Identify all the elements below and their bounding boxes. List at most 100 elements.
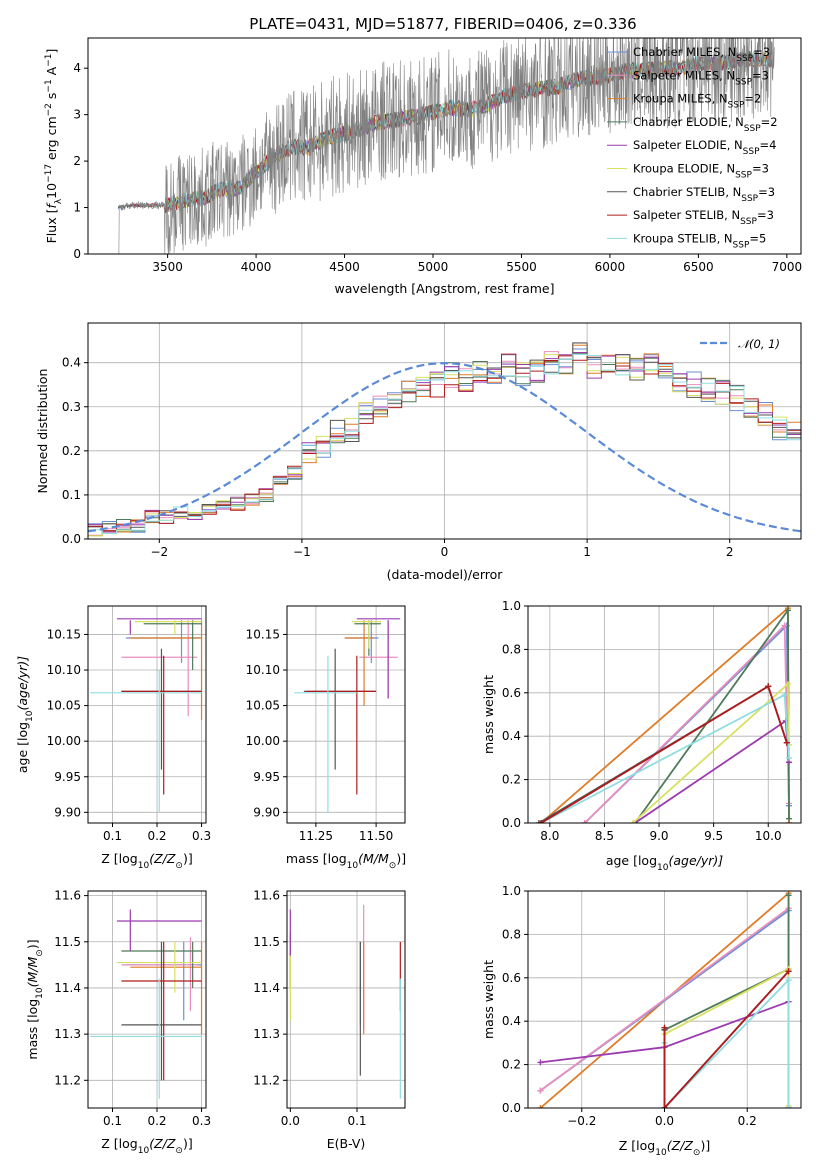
y-tick-label: 2 <box>73 154 81 168</box>
x-tick-label: 5500 <box>506 260 537 274</box>
figure-title: PLATE=0431, MJD=51877, FIBERID=0406, z=0… <box>249 15 636 33</box>
weight-marker <box>785 1105 792 1108</box>
y-tick-label: 0.1 <box>62 488 81 502</box>
y-tick-label: 11.6 <box>54 889 81 903</box>
weight-marker <box>785 976 792 983</box>
label-part: 10 <box>655 1148 667 1158</box>
label-part: age [log <box>15 722 30 773</box>
weight-marker <box>785 892 792 899</box>
x-tick-label: 0.3 <box>192 1114 211 1128</box>
y-tick-label: 11.5 <box>253 935 280 949</box>
label-part: SSP <box>736 54 753 64</box>
label-part: Z [log <box>101 1136 137 1151</box>
x-tick-label: −2 <box>150 545 168 559</box>
label-part: ⊙ <box>693 1148 701 1158</box>
weight-line <box>634 607 790 823</box>
x-axis-label: Z [log10(Z/Z⊙)] <box>619 1138 710 1158</box>
spectrum-plot-area <box>117 38 775 254</box>
label-part: SSP <box>733 240 750 250</box>
label-part: SSP <box>744 124 761 134</box>
x-tick-label: 0.1 <box>103 1114 122 1128</box>
y-tick-label: 10.05 <box>246 699 280 713</box>
weight-marker <box>661 1105 668 1108</box>
label-part: Salpeter MILES, N <box>633 68 735 82</box>
label-part: =3 <box>752 68 769 82</box>
axes-frame <box>527 890 802 1109</box>
y-tick-label: 0.8 <box>502 927 521 941</box>
y-tick-label: 11.3 <box>253 1027 280 1041</box>
axes-frame <box>527 605 802 824</box>
label-part: )] <box>25 939 40 949</box>
residual-histogram-panel: −2 −1 0 1 2 0.0 0.1 0.2 0.3 0.4 (data-model)/error… <box>35 322 802 582</box>
errorbar-plot-area <box>294 618 401 813</box>
x-tick-label: 9.0 <box>649 829 668 843</box>
x-tick-label: 6000 <box>595 260 626 274</box>
weight-plot-area <box>537 891 792 1108</box>
weight-marker <box>784 681 791 688</box>
label-part: mass [log <box>25 999 40 1060</box>
label-part: 10 <box>25 710 35 722</box>
label-part: (age/yr)] <box>15 656 30 711</box>
x-axis-label: Z [log10(Z/Z⊙)] <box>101 1136 192 1156</box>
legend-entry: Kroupa MILES, NSSP=2 <box>633 92 761 111</box>
errorbar-plot-area <box>90 909 203 1099</box>
axes-frame <box>87 605 207 824</box>
y-tick-label: 10.00 <box>246 734 280 748</box>
label-part: =3 <box>758 185 775 199</box>
label-part: Kroupa ELODIE, N <box>633 162 735 176</box>
y-tick-label: 10.15 <box>246 627 280 641</box>
x-tick-label: −0.2 <box>567 1114 596 1128</box>
legend-entry: 𝒩(0, 1) <box>738 337 780 351</box>
histogram-step-line <box>88 344 801 537</box>
label-part: =5 <box>749 231 766 245</box>
label-part: =3 <box>753 45 770 59</box>
label-part: Chabrier MILES, N <box>633 45 736 59</box>
observed-spectrum-line <box>118 38 775 254</box>
y-tick-label: 10.10 <box>47 663 81 677</box>
label-part: 10 <box>138 1146 150 1156</box>
x-tick-label: 0.1 <box>103 829 122 843</box>
weight-marker <box>781 622 788 629</box>
weight-plot-area <box>535 606 792 823</box>
y-tick-label: 9.95 <box>54 770 81 784</box>
weight-marker <box>784 607 791 614</box>
label-part: −17 <box>44 164 54 183</box>
label-part: age [log <box>606 853 657 868</box>
label-part: SSP <box>740 217 757 227</box>
label-part: 10 <box>44 183 59 199</box>
errorbar-plot-area <box>289 904 401 1099</box>
spectrum-panel: 3500 4000 4500 5000 5500 6000 6500 7000 0 1 2 3 4 wav… <box>44 37 802 296</box>
x-tick-label: 5000 <box>418 260 449 274</box>
label-part: )] <box>183 1136 193 1151</box>
label-part: SSP <box>735 171 752 181</box>
histogram-step-line <box>88 352 801 532</box>
x-axis-label: wavelength [Angstrom, rest frame] <box>334 281 554 296</box>
y-tick-label: 9.95 <box>253 770 280 784</box>
label-part: 10 <box>657 863 669 873</box>
label-part: SSP <box>743 147 760 157</box>
label-part: Chabrier ELODIE, N <box>633 115 744 129</box>
legend-entry: Salpeter STELIB, NSSP=3 <box>633 208 774 227</box>
y-axis-label: age [log10(age/yr)] <box>15 656 35 773</box>
x-axis-label: age [log10(age/yr)] <box>606 853 723 873</box>
x-axis-label: mass [log10(M/M⊙)] <box>286 851 406 871</box>
legend-entry: Kroupa STELIB, NSSP=5 <box>633 231 766 250</box>
label-part: (Z/Z <box>149 1136 176 1151</box>
x-tick-label: 0.2 <box>147 829 166 843</box>
label-part: )] <box>700 1138 710 1153</box>
weight-marker <box>783 739 790 746</box>
y-tick-label: 0.0 <box>62 532 81 546</box>
label-part: ⊙ <box>175 1146 183 1156</box>
y-tick-label: 10.05 <box>47 699 81 713</box>
histogram-plot-area <box>88 342 801 537</box>
weight-marker <box>785 968 792 975</box>
label-part: −1 <box>44 79 54 92</box>
weight-line <box>664 967 790 1106</box>
x-tick-label: 0 <box>441 545 449 559</box>
axes-frame <box>87 890 207 1109</box>
weight-marker <box>581 820 588 823</box>
y-tick-label: 0.8 <box>502 642 521 656</box>
legend-entry: Chabrier ELODIE, NSSP=2 <box>633 115 778 134</box>
